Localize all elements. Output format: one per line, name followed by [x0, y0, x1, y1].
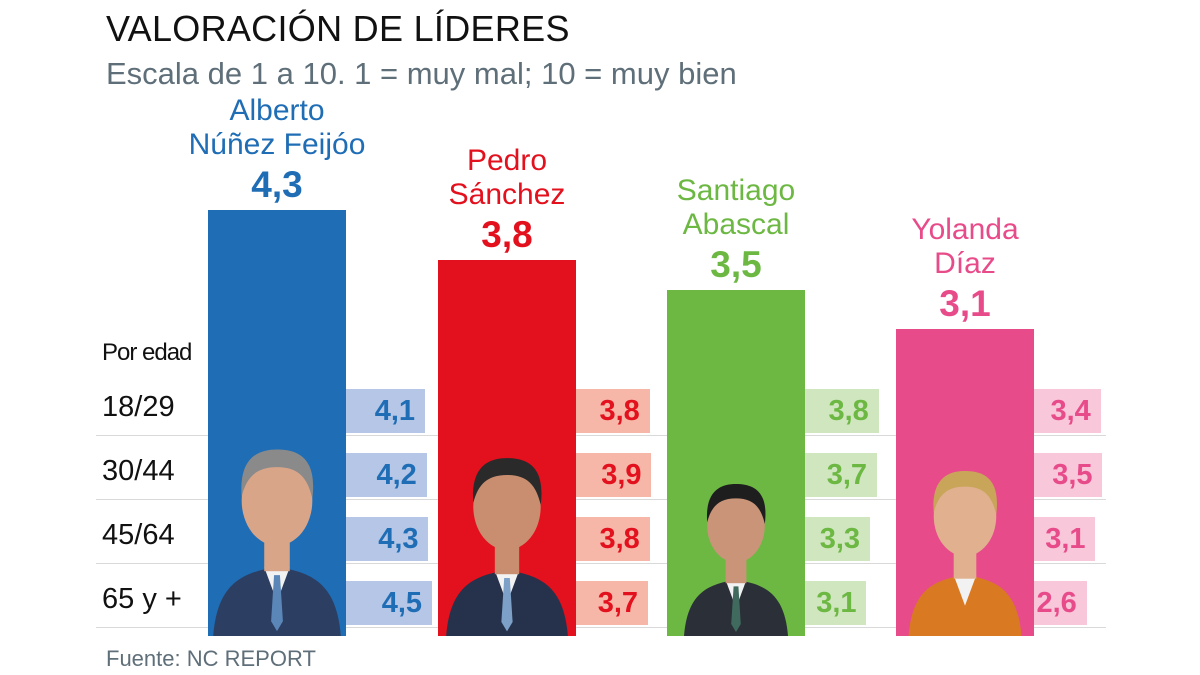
person-silhouette-icon — [213, 449, 341, 636]
age-group-label: 30/44 — [102, 455, 175, 487]
age-bar — [346, 389, 425, 433]
row-divider — [96, 435, 1106, 436]
age-bar — [805, 581, 867, 625]
age-group-label: 65 y + — [102, 583, 182, 615]
leader-value-label: 3,8 — [481, 213, 533, 255]
leader-name-label: Alberto Núñez Feijóo — [188, 94, 366, 162]
age-bar — [576, 453, 652, 497]
age-bar — [1034, 453, 1103, 497]
leader-name-label: Yolanda Díaz — [911, 213, 1019, 281]
chart-title: VALORACIÓN DE LÍDERES — [106, 8, 570, 49]
leader-photo — [896, 445, 1034, 636]
age-bar-value: 4,1 — [374, 395, 416, 427]
age-bar — [1034, 517, 1096, 561]
age-bar-value: 3,5 — [1052, 459, 1093, 491]
age-bar — [1034, 389, 1101, 433]
row-divider — [96, 627, 1106, 628]
row-divider — [96, 499, 1106, 500]
age-group-label: 18/29 — [102, 391, 175, 423]
age-bar — [805, 453, 877, 497]
leader-name-label: Pedro Sánchez — [448, 143, 566, 211]
age-bar — [576, 517, 650, 561]
age-bar-value: 3,8 — [599, 395, 640, 427]
age-bar-value: 4,2 — [376, 459, 417, 491]
age-bar — [805, 389, 879, 433]
age-bar-value: 3,3 — [819, 523, 861, 555]
age-bar-value: 4,5 — [381, 587, 423, 619]
leader-name-label: Santiago Abascal — [676, 173, 796, 241]
age-bar-value: 4,3 — [378, 523, 419, 555]
age-bar-value: 3,1 — [816, 587, 857, 619]
age-bar-value: 3,8 — [599, 523, 640, 555]
age-header: Por edad — [102, 339, 192, 366]
person-silhouette-icon — [446, 458, 568, 636]
leader-photo — [208, 420, 346, 636]
leader-photo — [667, 460, 805, 636]
age-group-label: 45/64 — [102, 519, 175, 551]
chart-subtitle: Escala de 1 a 10. 1 = muy mal; 10 = muy … — [106, 56, 737, 91]
leader-value-label: 3,5 — [710, 243, 762, 285]
age-bar-value: 3,9 — [601, 459, 642, 491]
age-bar-value: 3,4 — [1050, 395, 1091, 427]
age-bar-value: 2,6 — [1036, 587, 1077, 619]
age-bar — [346, 581, 432, 625]
age-bar-value: 3,7 — [826, 459, 868, 491]
leader-value-label: 3,1 — [939, 283, 991, 325]
age-bar-value: 3,1 — [1045, 523, 1086, 555]
person-silhouette-icon — [908, 471, 1022, 636]
age-bar — [1034, 581, 1087, 625]
row-divider — [96, 563, 1106, 564]
source-note: Fuente: NC REPORT — [106, 646, 316, 671]
age-bar — [346, 453, 427, 497]
age-bar — [346, 517, 429, 561]
person-silhouette-icon — [684, 484, 788, 636]
age-bar — [576, 581, 648, 625]
age-bar — [576, 389, 650, 433]
leader-photo — [438, 430, 576, 636]
age-bar-value: 3,8 — [828, 395, 869, 427]
leader-value-label: 4,3 — [251, 164, 303, 206]
age-bar-value: 3,7 — [597, 587, 639, 619]
age-bar — [805, 517, 870, 561]
